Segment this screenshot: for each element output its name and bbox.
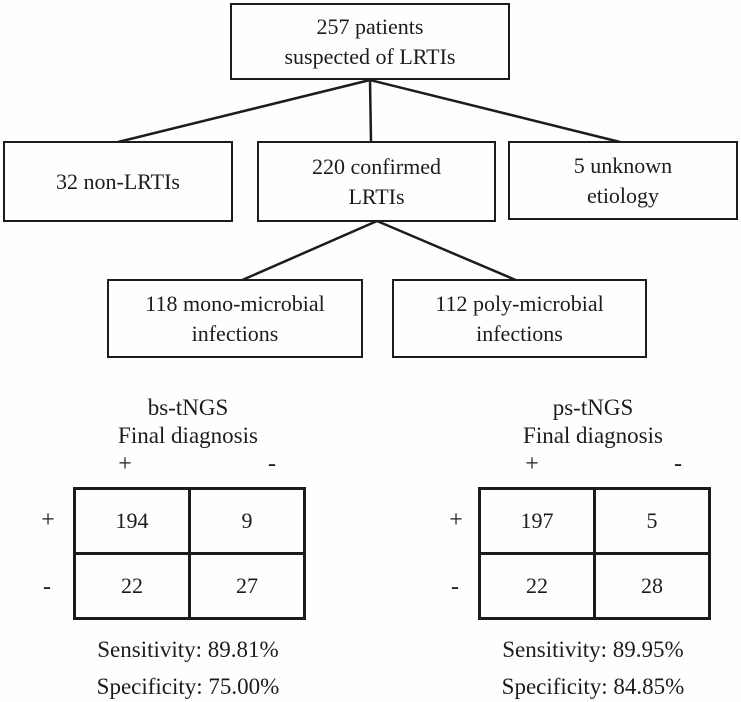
node-suspected-patients: 257 patients suspected of LRTIs <box>230 3 510 80</box>
sensitivity-ps-tngs: Sensitivity: 89.95% <box>502 637 684 662</box>
col-label-negative-bs: - <box>268 451 276 477</box>
specificity-ps-tngs: Specificity: 84.85% <box>501 674 685 699</box>
matrix-cell-fp: 9 <box>188 487 306 555</box>
node-text-line: 118 mono-microbial <box>145 291 325 317</box>
node-poly-microbial: 112 poly-microbial infections <box>392 279 647 358</box>
node-text-line: LRTIs <box>348 183 405 209</box>
sensitivity-bs-tngs: Sensitivity: 89.81% <box>97 637 279 662</box>
node-text-line: 257 patients <box>316 14 424 40</box>
node-text-line: suspected of LRTIs <box>284 43 456 69</box>
node-text-line: infections <box>191 320 279 346</box>
row-label-negative-ps: - <box>451 574 459 600</box>
col-label-positive-bs: + <box>118 451 132 477</box>
specificity-bs-tngs: Specificity: 75.00% <box>96 674 280 699</box>
col-label-positive-ps: + <box>525 451 539 477</box>
matrix-cell-tn: 28 <box>593 552 711 620</box>
row-label-positive-ps: + <box>449 507 463 533</box>
node-text-line: 5 unknown <box>573 153 673 179</box>
panel-title-bs-tngs: bs-tNGS <box>147 395 229 420</box>
node-text-line: etiology <box>586 182 660 208</box>
panel-title-ps-tngs: ps-tNGS <box>552 395 634 420</box>
node-text-line: infections <box>476 320 563 346</box>
node-text-line: 112 poly-microbial <box>435 291 604 317</box>
node-text-line: 220 confirmed <box>312 154 441 180</box>
col-label-negative-ps: - <box>674 451 682 477</box>
node-text-line: 32 non-LRTIs <box>56 168 180 194</box>
matrix-cell-tn: 27 <box>188 552 306 620</box>
node-confirmed-lrtis: 220 confirmed LRTIs <box>257 141 496 222</box>
matrix-cell-tp: 197 <box>478 487 596 555</box>
row-label-positive-bs: + <box>41 507 55 533</box>
matrix-cell-fn: 22 <box>478 552 596 620</box>
node-mono-microbial: 118 mono-microbial infections <box>107 279 363 358</box>
matrix-cell-fp: 5 <box>593 487 711 555</box>
matrix-cell-fn: 22 <box>73 552 191 620</box>
confusion-matrix-bs-tngs: 194 9 22 27 <box>73 487 306 620</box>
node-non-lrtis: 32 non-LRTIs <box>3 141 233 222</box>
node-unknown-etiology: 5 unknown etiology <box>508 141 738 220</box>
row-label-negative-bs: - <box>43 574 51 600</box>
panel-subtitle-ps-tngs: Final diagnosis <box>523 423 663 448</box>
panel-subtitle-bs-tngs: Final diagnosis <box>118 423 258 448</box>
confusion-matrix-ps-tngs: 197 5 22 28 <box>478 487 711 620</box>
matrix-cell-tp: 194 <box>73 487 191 555</box>
